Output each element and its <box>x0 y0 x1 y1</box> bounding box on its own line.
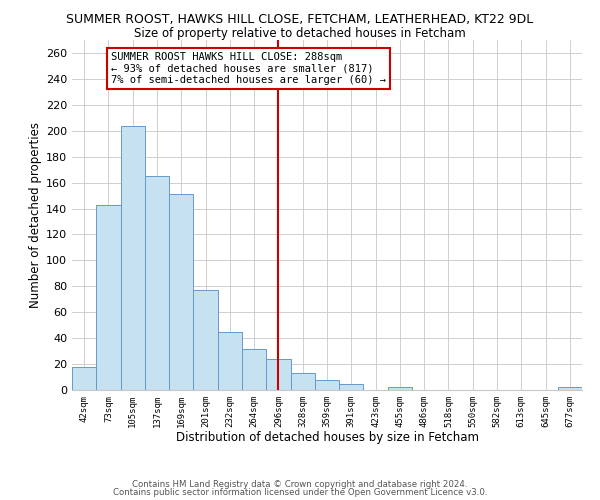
Bar <box>339 384 364 390</box>
Y-axis label: Number of detached properties: Number of detached properties <box>29 122 42 308</box>
Bar <box>72 366 96 390</box>
Bar <box>193 290 218 390</box>
Text: SUMMER ROOST, HAWKS HILL CLOSE, FETCHAM, LEATHERHEAD, KT22 9DL: SUMMER ROOST, HAWKS HILL CLOSE, FETCHAM,… <box>67 12 533 26</box>
Text: Contains public sector information licensed under the Open Government Licence v3: Contains public sector information licen… <box>113 488 487 497</box>
Text: SUMMER ROOST HAWKS HILL CLOSE: 288sqm
← 93% of detached houses are smaller (817): SUMMER ROOST HAWKS HILL CLOSE: 288sqm ← … <box>111 52 386 85</box>
Bar <box>388 388 412 390</box>
Bar <box>169 194 193 390</box>
Text: Contains HM Land Registry data © Crown copyright and database right 2024.: Contains HM Land Registry data © Crown c… <box>132 480 468 489</box>
X-axis label: Distribution of detached houses by size in Fetcham: Distribution of detached houses by size … <box>176 432 479 444</box>
Bar <box>558 388 582 390</box>
Text: Size of property relative to detached houses in Fetcham: Size of property relative to detached ho… <box>134 28 466 40</box>
Bar <box>96 204 121 390</box>
Bar <box>266 359 290 390</box>
Bar <box>218 332 242 390</box>
Bar <box>145 176 169 390</box>
Bar <box>315 380 339 390</box>
Bar <box>121 126 145 390</box>
Bar <box>242 348 266 390</box>
Bar <box>290 373 315 390</box>
